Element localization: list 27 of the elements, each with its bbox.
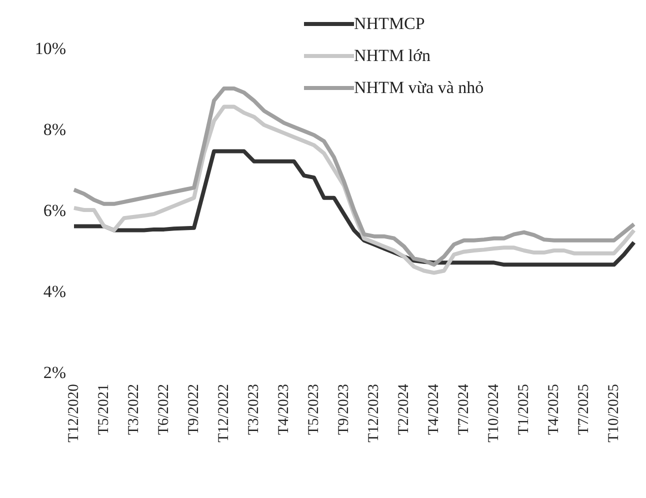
- x-tick-label: T12/2022: [216, 384, 232, 442]
- x-tick-label: T7/2024: [456, 384, 472, 435]
- x-tick-label: T12/2020: [66, 384, 82, 442]
- x-tick-label: T5/2021: [96, 384, 112, 435]
- x-tick-label: T3/2022: [126, 384, 142, 435]
- x-tick-label: T10/2025: [606, 384, 622, 442]
- x-tick-label: T4/2024: [426, 384, 442, 435]
- x-tick-label: T5/2023: [306, 384, 322, 435]
- x-tick-label: T3/2023: [246, 384, 262, 435]
- x-tick-label: T4/2025: [546, 384, 562, 435]
- y-tick-label: 6%: [43, 201, 66, 220]
- y-tick-label: 4%: [43, 282, 66, 302]
- x-tick-label: T9/2023: [336, 384, 352, 435]
- x-tick-label: T12/2023: [366, 384, 382, 442]
- x-tick-label: T2/2024: [396, 384, 412, 435]
- x-tick-label: T9/2022: [186, 384, 202, 435]
- y-tick-label: 10%: [34, 39, 66, 58]
- y-tick-label: 2%: [43, 363, 66, 382]
- legend-label: NHTMCP: [354, 14, 425, 34]
- legend-label: NHTM vừa và nhỏ: [354, 78, 484, 98]
- x-tick-label: T6/2022: [156, 384, 172, 435]
- x-tick-label: T7/2025: [576, 384, 592, 435]
- x-tick-label: T1/2025: [516, 384, 532, 435]
- legend-label: NHTM lớn: [354, 46, 431, 66]
- x-tick-label: T10/2024: [486, 384, 502, 442]
- x-tick-label: T4/2023: [276, 384, 292, 435]
- y-tick-label: 8%: [43, 120, 66, 140]
